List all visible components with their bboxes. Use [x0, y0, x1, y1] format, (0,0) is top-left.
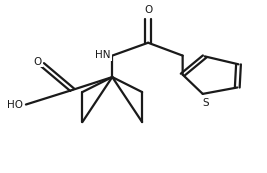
- Text: O: O: [34, 57, 42, 67]
- Text: S: S: [202, 98, 209, 108]
- Text: O: O: [144, 5, 152, 15]
- Text: HN: HN: [95, 50, 111, 60]
- Text: HO: HO: [7, 99, 23, 110]
